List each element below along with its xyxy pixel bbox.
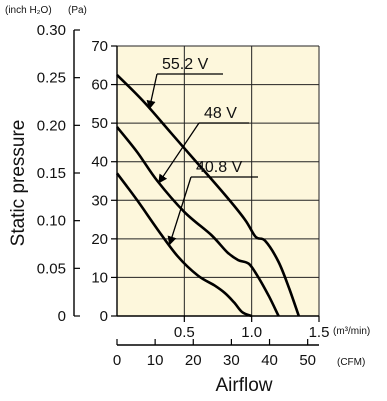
y-pa-tick-label: 30 (91, 192, 108, 209)
y-pa-tick-label: 10 (91, 269, 108, 286)
x-upper-unit: (m³/min) (333, 326, 370, 337)
x-cfm-tick-label: 10 (147, 352, 164, 369)
series-line (115, 126, 280, 317)
y-axis-title: Static pressure (8, 120, 29, 247)
x-cfm-tick-label: 20 (185, 352, 202, 369)
y-pa-tick-label: 50 (91, 115, 108, 132)
y-inch-tick-label: 0.20 (37, 117, 66, 134)
label-leader-arrow (146, 73, 158, 110)
x-cfm-tick-label: 50 (299, 352, 316, 369)
y-inch-tick-label: 0 (58, 308, 66, 325)
x-cfm-tick-label: 30 (223, 352, 240, 369)
label-leader-arrow (158, 122, 200, 184)
series-label: 48 V (204, 105, 237, 122)
y-inch-tick-label: 0.15 (37, 165, 66, 182)
series-line (115, 172, 253, 318)
x-m3-tick-label: 0.5 (174, 324, 195, 341)
label-leader-arrow (167, 176, 192, 246)
series-label: 40.8 V (196, 159, 243, 176)
x-m3-tick-label: 1.5 (309, 324, 330, 341)
series-line (116, 73, 301, 317)
y-inch-tick-label: 0.30 (37, 22, 66, 39)
y-inch-tick-label: 0.05 (37, 260, 66, 277)
plot-area (117, 46, 319, 316)
y-pa-tick-label: 20 (91, 231, 108, 248)
series-labels: 55.2 V 48 V 40.8 V (146, 56, 258, 246)
x-axis-title: Airflow (215, 375, 272, 396)
y-inch-tick-label: 0.25 (37, 70, 66, 87)
y-pa-tick-label: 60 (91, 77, 108, 94)
x-lower-unit: (CFM) (337, 357, 365, 368)
ticks: 0 10 20 30 40 50 60 70 0 0.05 0.10 0.15 0.20 0.25 0.30… (37, 22, 330, 369)
x-m3-tick-label: 1.0 (241, 324, 262, 341)
y-outer-unit: (inch H₂O) (5, 5, 52, 16)
series-label: 55.2 V (162, 56, 209, 73)
x-cfm-tick-label: 0 (113, 352, 121, 369)
y-inch-tick-label: 0.10 (37, 213, 66, 230)
y-pa-tick-label: 0 (100, 308, 108, 325)
x-cfm-tick-label: 40 (261, 352, 278, 369)
axes (73, 30, 319, 346)
y-pa-tick-label: 40 (91, 154, 108, 171)
curves (115, 73, 301, 318)
y-pa-tick-label: 70 (91, 38, 108, 55)
y-inner-unit: (Pa) (68, 5, 87, 16)
